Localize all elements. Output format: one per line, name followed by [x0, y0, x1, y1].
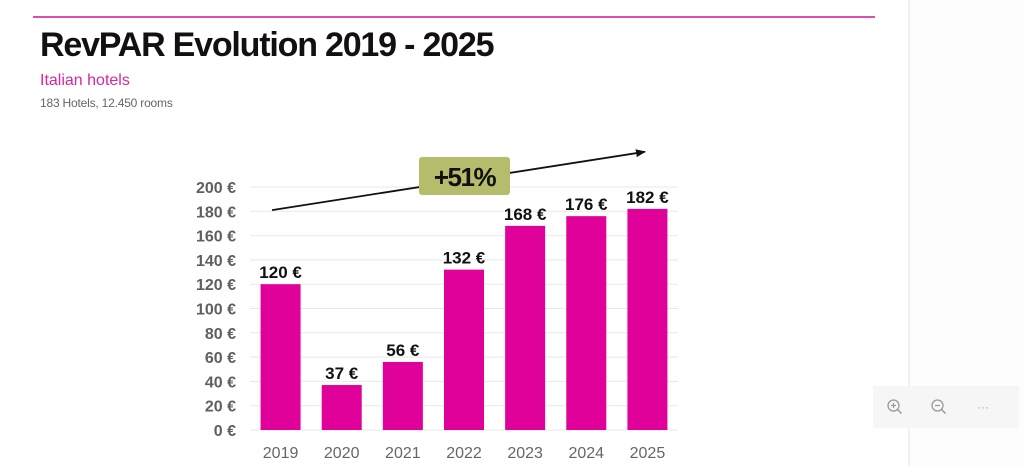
- top-divider: [33, 16, 875, 18]
- bar-2024: [566, 216, 607, 430]
- data-label: 132 €: [443, 249, 486, 268]
- y-tick-label: 200 €: [196, 180, 236, 197]
- trend-annotation: +51%: [271, 149, 646, 211]
- revpar-bar-chart: 0 € 20 € 40 € 60 € 80 € 100 € 120 € 140 € 160 € 1…: [196, 149, 678, 462]
- page-title: RevPAR Evolution 2019 - 2025: [40, 26, 494, 64]
- y-tick-label: 140 €: [196, 253, 236, 270]
- x-axis: 2019 2020 2021 2022 2023 2024 2025: [263, 445, 666, 462]
- bar-2019: [260, 284, 301, 430]
- x-tick-label: 2023: [507, 445, 543, 462]
- zoom-in-button[interactable]: [873, 386, 917, 428]
- data-labels: 120 € 37 € 56 € 132 € 168 € 176 € 182 €: [259, 188, 669, 383]
- hotel-count: 183 Hotels, 12.450 rooms: [40, 96, 173, 110]
- y-tick-label: 80 €: [205, 326, 236, 343]
- data-label: 37 €: [325, 364, 359, 383]
- y-tick-label: 100 €: [196, 302, 236, 319]
- x-tick-label: 2020: [324, 445, 360, 462]
- x-tick-label: 2025: [630, 445, 666, 462]
- x-tick-label: 2024: [568, 445, 604, 462]
- y-tick-label: 60 €: [205, 350, 236, 367]
- y-axis: 0 € 20 € 40 € 60 € 80 € 100 € 120 € 140 € 160 € 1…: [196, 180, 236, 440]
- y-tick-label: 180 €: [196, 204, 236, 221]
- bar-2022: [444, 269, 484, 430]
- y-tick-label: 0 €: [214, 423, 236, 440]
- data-label: 182 €: [626, 188, 669, 207]
- bar-2023: [505, 225, 546, 430]
- growth-badge-label: +51%: [434, 162, 497, 192]
- zoom-out-button[interactable]: [917, 386, 961, 428]
- zoom-out-icon: [931, 399, 947, 415]
- bar-2025: [627, 208, 668, 430]
- x-tick-label: 2021: [385, 445, 421, 462]
- data-label: 168 €: [504, 205, 547, 224]
- growth-badge: [419, 157, 510, 195]
- data-label: 56 €: [386, 341, 420, 360]
- x-tick-label: 2022: [446, 445, 482, 462]
- bars: [260, 208, 668, 430]
- bar-2021: [382, 361, 423, 430]
- y-tick-label: 120 €: [196, 277, 236, 294]
- x-tick-label: 2019: [263, 445, 299, 462]
- data-label: 120 €: [259, 263, 302, 282]
- bar-2020: [321, 385, 362, 430]
- subtitle: Italian hotels: [40, 72, 130, 89]
- slide: RevPAR Evolution 2019 - 2025 Italian hot…: [33, 16, 875, 462]
- data-label: 176 €: [565, 195, 608, 214]
- y-tick-label: 160 €: [196, 229, 236, 246]
- zoom-toolbar: ···: [873, 386, 1019, 428]
- zoom-in-icon: [887, 399, 903, 415]
- y-tick-label: 40 €: [205, 374, 236, 391]
- y-tick-label: 20 €: [205, 399, 236, 416]
- more-options-button[interactable]: ···: [977, 400, 989, 414]
